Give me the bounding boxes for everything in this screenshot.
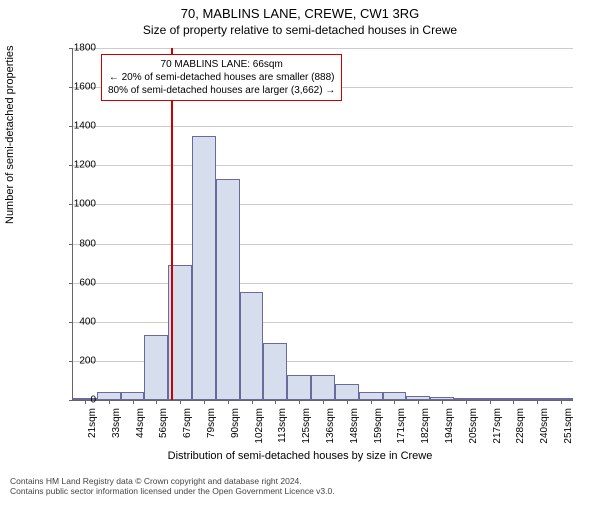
xtick-mark	[133, 400, 134, 404]
xtick-mark	[275, 400, 276, 404]
xtick-label: 217sqm	[492, 408, 503, 508]
xtick-label: 102sqm	[254, 408, 265, 508]
ytick-label: 600	[56, 277, 96, 288]
ytick-label: 0	[56, 395, 96, 406]
annotation-line-3: 80% of semi-detached houses are larger (…	[108, 84, 335, 97]
xtick-mark	[156, 400, 157, 404]
chart-title-address: 70, MABLINS LANE, CREWE, CW1 3RG	[0, 0, 600, 21]
histogram-bar	[192, 136, 216, 400]
xtick-mark	[204, 400, 205, 404]
xtick-label: 21sqm	[87, 408, 98, 508]
chart-title-subtitle: Size of property relative to semi-detach…	[0, 21, 600, 37]
annotation-line-2: ← 20% of semi-detached houses are smalle…	[108, 71, 335, 84]
histogram-bar	[383, 392, 407, 400]
histogram-bar	[359, 392, 383, 400]
xtick-label: 205sqm	[468, 408, 479, 508]
histogram-bar	[121, 392, 145, 400]
xtick-label: 79sqm	[206, 408, 217, 508]
xtick-mark	[513, 400, 514, 404]
xtick-mark	[371, 400, 372, 404]
ytick-label: 1200	[56, 160, 96, 171]
xtick-mark	[252, 400, 253, 404]
xtick-mark	[394, 400, 395, 404]
gridline	[73, 48, 573, 49]
xtick-label: 56sqm	[158, 408, 169, 508]
histogram-bar	[144, 335, 168, 400]
gridline	[73, 244, 573, 245]
xtick-mark	[418, 400, 419, 404]
plot-area: 70 MABLINS LANE: 66sqm← 20% of semi-deta…	[72, 48, 573, 401]
xtick-mark	[228, 400, 229, 404]
ytick-label: 800	[56, 238, 96, 249]
annotation-line-1: 70 MABLINS LANE: 66sqm	[108, 58, 335, 71]
gridline	[73, 283, 573, 284]
xtick-mark	[466, 400, 467, 404]
gridline	[73, 165, 573, 166]
xtick-mark	[442, 400, 443, 404]
xtick-mark	[299, 400, 300, 404]
xtick-mark	[537, 400, 538, 404]
ytick-label: 400	[56, 316, 96, 327]
xtick-label: 182sqm	[420, 408, 431, 508]
xtick-label: 90sqm	[230, 408, 241, 508]
xtick-mark	[109, 400, 110, 404]
ytick-label: 1600	[56, 82, 96, 93]
ytick-label: 200	[56, 355, 96, 366]
xtick-mark	[347, 400, 348, 404]
histogram-bar	[263, 343, 287, 400]
xtick-label: 194sqm	[444, 408, 455, 508]
chart-container: 70, MABLINS LANE, CREWE, CW1 3RG Size of…	[0, 0, 600, 500]
y-axis-label: Number of semi-detached properties	[4, 45, 16, 224]
histogram-bar	[240, 292, 264, 400]
histogram-bar	[311, 375, 335, 400]
xtick-label: 148sqm	[349, 408, 360, 508]
histogram-bar	[335, 384, 359, 400]
xtick-mark	[561, 400, 562, 404]
ytick-label: 1800	[56, 43, 96, 54]
xtick-mark	[180, 400, 181, 404]
gridline	[73, 204, 573, 205]
xtick-mark	[323, 400, 324, 404]
xtick-label: 67sqm	[182, 408, 193, 508]
xtick-label: 159sqm	[373, 408, 384, 508]
xtick-label: 228sqm	[515, 408, 526, 508]
xtick-label: 136sqm	[325, 408, 336, 508]
histogram-bar	[287, 375, 311, 400]
xtick-label: 44sqm	[135, 408, 146, 508]
histogram-bar	[97, 392, 121, 400]
xtick-label: 240sqm	[539, 408, 550, 508]
ytick-label: 1400	[56, 121, 96, 132]
xtick-mark	[490, 400, 491, 404]
xtick-label: 171sqm	[396, 408, 407, 508]
xtick-label: 251sqm	[563, 408, 574, 508]
annotation-box: 70 MABLINS LANE: 66sqm← 20% of semi-deta…	[101, 54, 342, 101]
gridline	[73, 126, 573, 127]
xtick-label: 125sqm	[301, 408, 312, 508]
histogram-bar	[216, 179, 240, 400]
xtick-label: 33sqm	[111, 408, 122, 508]
xtick-label: 113sqm	[277, 408, 288, 508]
ytick-label: 1000	[56, 199, 96, 210]
gridline	[73, 322, 573, 323]
